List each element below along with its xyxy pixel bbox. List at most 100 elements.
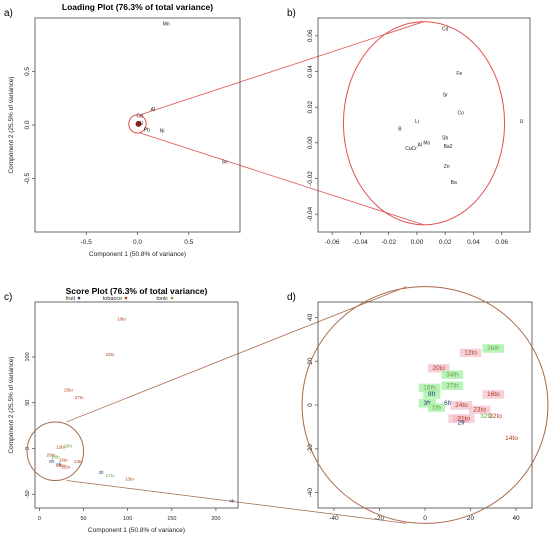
point-label: Li: [415, 119, 419, 125]
point-highlight: [427, 363, 450, 373]
point-label: 8fr: [428, 391, 436, 398]
point-highlight: [450, 401, 473, 410]
zoom-line-top: [66, 286, 407, 423]
point-label: 2fr: [99, 470, 105, 475]
x-tick-label: 0.02: [439, 239, 452, 246]
x-tick-label: 200: [211, 516, 220, 522]
point-highlight: [459, 348, 482, 358]
panel-label: d): [287, 292, 296, 303]
point-label: 26th: [487, 345, 500, 352]
plot-frame: [317, 17, 531, 233]
x-tick-label: -40: [329, 515, 339, 522]
point-label: Sb: [442, 135, 448, 141]
point-label: 12to: [464, 350, 477, 357]
y-tick-label: 0.00: [307, 136, 314, 149]
point-label: 22to: [489, 413, 502, 420]
y-tick-label: 0.0: [24, 120, 31, 129]
point-label: 14to: [74, 459, 83, 464]
zoom-circle: [26, 421, 85, 482]
point-label: U: [140, 121, 144, 127]
point-highlight: [482, 344, 505, 353]
point-highlight: [452, 414, 475, 423]
x-tick-label: -0.02: [381, 239, 396, 246]
point-label: Cd: [442, 26, 449, 32]
y-tick-label: 0.06: [307, 29, 314, 42]
point-highlight: [441, 381, 464, 390]
point-label: Al: [151, 107, 155, 113]
point-label: 37th: [446, 382, 459, 389]
point-label: Ba2: [444, 144, 453, 150]
zoom-line-top: [139, 21, 425, 116]
point-label: Mn: [163, 21, 170, 27]
point-highlight: [468, 405, 491, 415]
y-axis-label: Component 2 (25.5% of variance): [8, 76, 15, 173]
point-label: 6fr: [56, 462, 62, 467]
x-tick-label: 40: [512, 515, 520, 522]
legend-label: fruit: [66, 296, 76, 302]
x-tick-label: 0.5: [184, 239, 193, 246]
x-tick-label: 0: [423, 515, 427, 522]
zoom-line-bottom: [66, 480, 407, 524]
point-cluster-marker: [135, 120, 142, 127]
zoom-circle: [301, 286, 549, 524]
plot-frame: [34, 301, 239, 509]
point-label: 1th: [432, 404, 441, 411]
x-tick-label: 0.06: [495, 239, 508, 246]
x-tick-label: -0.04: [353, 239, 368, 246]
point-label: 2fr: [458, 420, 466, 427]
point-label: B: [398, 126, 402, 132]
point-label: Ba: [451, 180, 457, 186]
zoom-circle: [128, 114, 147, 134]
panel-c-score-plot: 0 50 100 150 200 -50 0 50 100 Score Plot (76.3% o…: [4, 286, 239, 534]
x-tick-label: -0.5: [81, 239, 93, 246]
point-label: U: [520, 119, 524, 125]
y-tick-label: -0.5: [24, 173, 31, 185]
y-tick-label: 0: [25, 447, 31, 450]
legend-marker: [124, 296, 128, 300]
chart-title: Score Plot (76.3% of total variance): [66, 286, 208, 296]
y-tick-label: 50: [25, 400, 31, 406]
point-label: 6fr: [444, 400, 452, 407]
point-label: Co: [458, 110, 465, 116]
point-label: 27to: [75, 395, 84, 400]
point-label: Fe: [456, 71, 462, 77]
panel-d-score-zoom: -40 -20 0 20 40-40-2002040d)26th12to20to34th…: [287, 286, 549, 524]
point-label: 3fr: [423, 400, 431, 407]
point-label: 16to: [59, 457, 68, 462]
point-label: 21to: [457, 415, 470, 422]
y-tick-label: -40: [307, 488, 314, 498]
point-highlight: [418, 383, 441, 393]
zoom-connector-layer: [66, 21, 425, 524]
point-highlight: [418, 399, 436, 408]
y-tick-label: 0.5: [24, 67, 31, 76]
point-label: Sr: [443, 92, 448, 98]
x-tick-label: 0.00: [411, 239, 424, 246]
legend-marker: [77, 296, 81, 300]
point-label: 34th: [51, 455, 60, 460]
point-label: 4fr: [229, 499, 235, 504]
x-tick-label: 20: [467, 515, 475, 522]
point-highlight: [427, 403, 445, 412]
x-tick-label: -20: [375, 515, 385, 522]
panel-label: a): [4, 8, 13, 19]
panel-label: c): [4, 292, 12, 303]
point-label: Ni: [160, 128, 165, 134]
point-label: 26th: [63, 444, 72, 449]
point-label: 12to: [56, 444, 65, 449]
point-label: 20to: [47, 453, 56, 458]
y-tick-label: 0.02: [307, 100, 314, 113]
point-label: 17to: [106, 473, 115, 478]
point-label: Cd: [136, 114, 143, 120]
legend-label: tobacco: [103, 296, 122, 302]
point-label: Pb: [144, 127, 150, 133]
point-label: 24to: [455, 402, 468, 409]
point-highlight: [441, 370, 464, 380]
y-axis-label: Component 2 (25.5% of variance): [8, 356, 15, 453]
x-tick-label: 0: [38, 516, 41, 522]
chart-title: Loading Plot (76.3% of total variance): [62, 2, 213, 12]
point-highlight: [423, 390, 441, 399]
y-tick-label: 40: [307, 313, 314, 321]
point-label: 16to: [487, 391, 500, 398]
x-axis-label: Component 1 (50.8% of variance): [89, 251, 186, 258]
zoom-line-bottom: [139, 132, 425, 226]
